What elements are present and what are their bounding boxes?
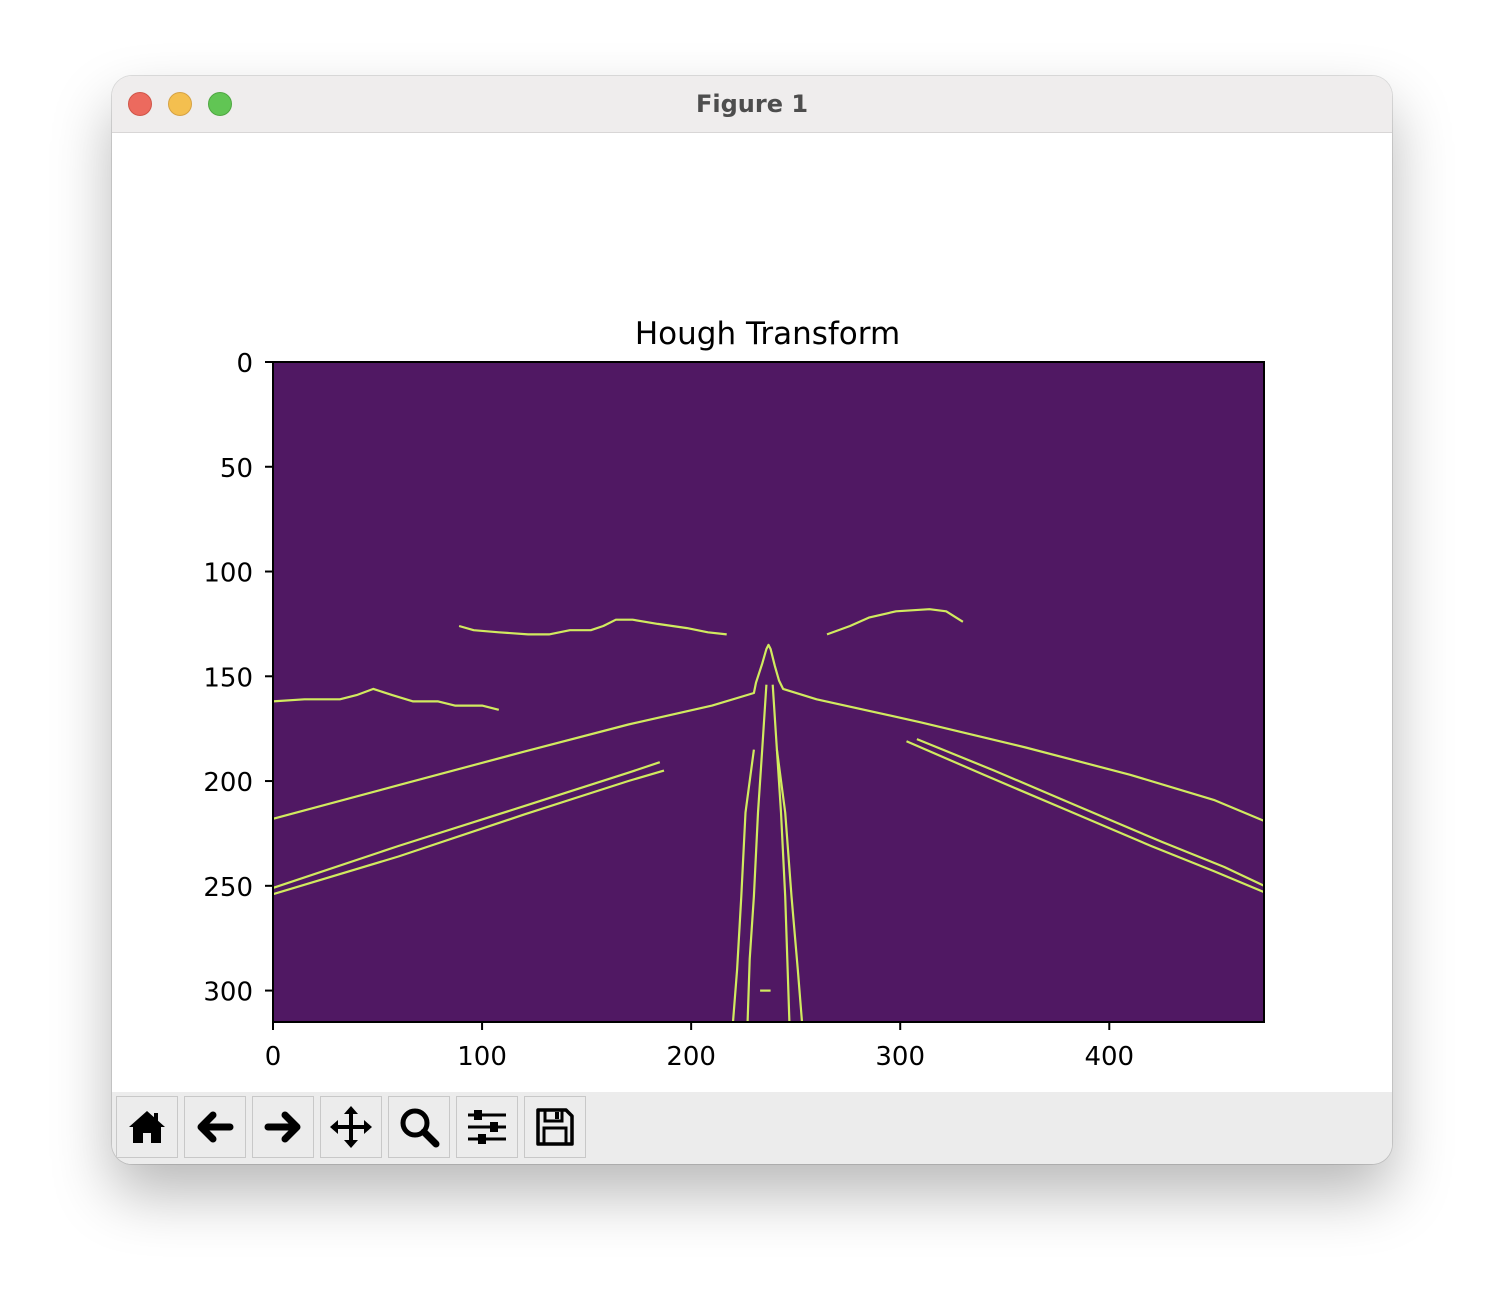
edge-line-10: [731, 749, 755, 1023]
edge-line-9: [771, 684, 791, 1023]
plot-frame: [272, 361, 1265, 1023]
window-title: Figure 1: [695, 90, 809, 118]
y-tick-label: 100: [203, 559, 253, 589]
y-tick-label: 250: [203, 873, 253, 903]
y-tick-label: 150: [203, 663, 253, 693]
edge-line-2: [826, 608, 964, 636]
y-tick-label: 200: [203, 768, 253, 798]
x-tick-label: 300: [875, 1042, 925, 1072]
save-icon: [536, 1108, 574, 1146]
edge-line-6: [906, 740, 1265, 894]
zoom-window-button[interactable]: [208, 92, 232, 116]
edge-line-0: [272, 687, 500, 711]
y-tick-label: 50: [220, 454, 253, 484]
edge-line-1: [458, 618, 727, 636]
title-bar: Figure 1: [112, 76, 1392, 133]
hough-chart: Hough Transform 0 100 200 300 400 0 50 100 150 2…: [203, 316, 1265, 1072]
navigation-toolbar: [112, 1092, 1392, 1164]
x-tick-label: 400: [1084, 1042, 1134, 1072]
move-icon: [330, 1106, 372, 1148]
chart-title: Hough Transform: [635, 316, 900, 352]
x-tick-label: 100: [457, 1042, 507, 1072]
zoom-button[interactable]: [388, 1096, 450, 1158]
configure-subplots-button[interactable]: [456, 1096, 518, 1158]
arrow-right-icon: [264, 1111, 301, 1143]
edge-line-8: [746, 684, 768, 1023]
pan-button[interactable]: [320, 1096, 382, 1158]
y-axis: 0 50 100 150 200 250 300: [203, 349, 273, 1008]
search-icon: [400, 1108, 440, 1148]
edge-line-3: [272, 643, 1265, 822]
home-icon: [129, 1111, 165, 1143]
minimize-button[interactable]: [168, 92, 192, 116]
home-button[interactable]: [116, 1096, 178, 1158]
edge-line-7: [916, 738, 1265, 887]
edge-line-5: [272, 769, 665, 896]
plot-area: [273, 362, 1264, 1022]
y-tick-label: 0: [236, 349, 253, 379]
figure-window: Figure 1 Hough Transform 0 100 200 300 400 0…: [112, 76, 1392, 1164]
sliders-icon: [468, 1110, 506, 1144]
edge-line-4: [272, 761, 661, 889]
arrow-left-icon: [197, 1111, 234, 1143]
figure-canvas: Hough Transform 0 100 200 300 400 0 50 100 150 2…: [112, 133, 1392, 1091]
edge-line-11: [775, 749, 804, 1023]
close-button[interactable]: [128, 92, 152, 116]
edge-lines: [272, 608, 1265, 1023]
x-axis: 0 100 200 300 400: [265, 1022, 1134, 1072]
back-button[interactable]: [184, 1096, 246, 1158]
save-button[interactable]: [524, 1096, 586, 1158]
x-tick-label: 200: [666, 1042, 716, 1072]
y-tick-label: 300: [203, 978, 253, 1008]
x-tick-label: 0: [265, 1042, 282, 1072]
forward-button[interactable]: [252, 1096, 314, 1158]
